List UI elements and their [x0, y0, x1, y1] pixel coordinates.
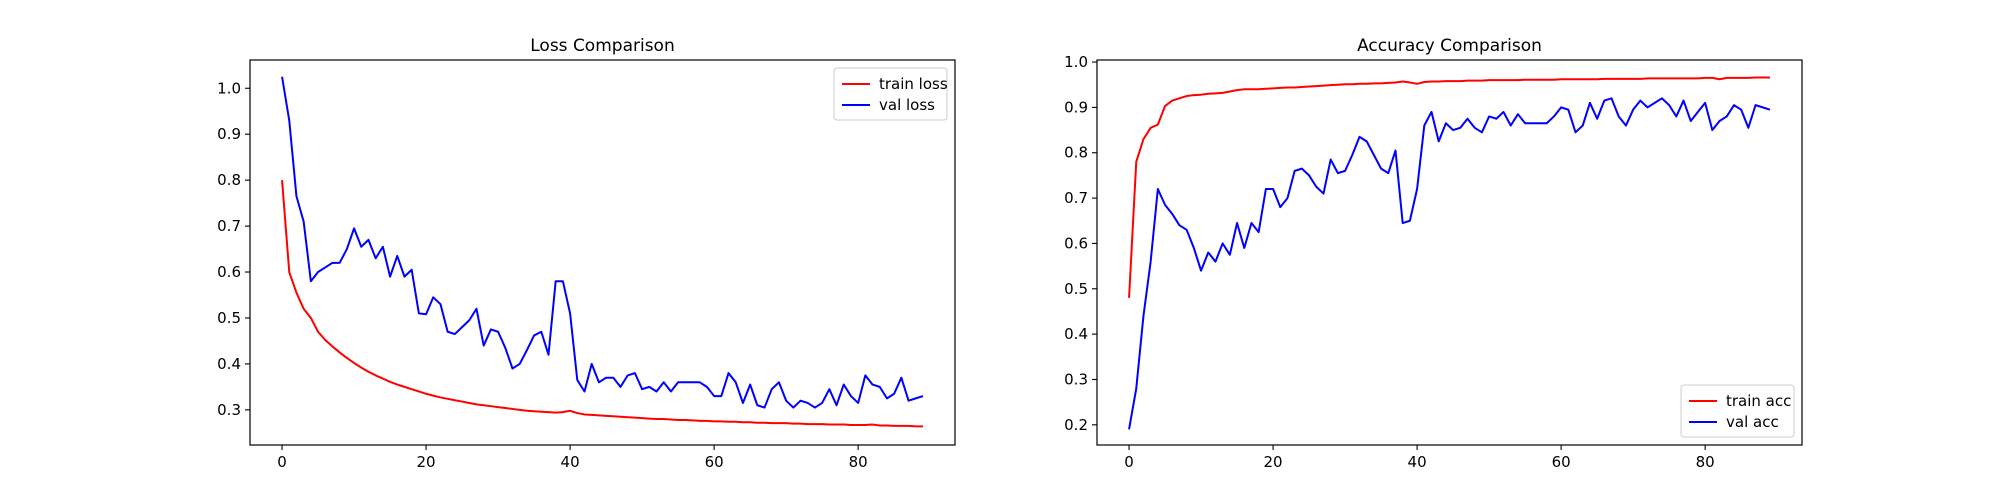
y-tick-label: 0.5 [217, 309, 241, 327]
x-tick-label: 80 [849, 453, 868, 471]
series-line-train-acc [1128, 76, 1770, 298]
legend-label: val acc [1726, 413, 1779, 431]
y-tick-label: 0.7 [1064, 189, 1088, 207]
y-tick-label: 0.3 [1064, 370, 1088, 388]
y-tick-label: 0.4 [1064, 325, 1088, 343]
legend-label: train loss [879, 75, 948, 93]
x-tick-label: 80 [1696, 453, 1715, 471]
chart-panel-2: Accuracy Comparison 0 20 40 60 80 0.2 0.3 0.4 0.5… [1064, 36, 1803, 471]
y-tick-label: 0.8 [1064, 144, 1088, 162]
y-tick-label: 0.8 [217, 171, 241, 189]
y-tick-label: 1.0 [1064, 53, 1088, 71]
x-tick-label: 40 [1408, 453, 1427, 471]
y-tick-label: 0.6 [217, 263, 241, 281]
y-tick-label: 0.4 [217, 355, 241, 373]
x-tick-label: 60 [705, 453, 724, 471]
legend-label: val loss [879, 96, 935, 114]
x-tick-label: 40 [561, 453, 580, 471]
x-tick-label: 60 [1552, 453, 1571, 471]
chart-title: Loss Comparison [530, 36, 674, 56]
y-tick-label: 1.0 [217, 79, 241, 97]
legend-box [833, 67, 948, 121]
legend: train loss val loss [833, 67, 948, 121]
x-tick-label: 20 [1264, 453, 1283, 471]
chart-panel-1: Loss Comparison 0 20 40 60 80 0.3 0.4 0.5 0.6 0.7 0… [217, 36, 956, 471]
axes-frame [1096, 59, 1803, 446]
x-tick-label: 0 [1124, 453, 1134, 471]
x-tick-label: 20 [417, 453, 436, 471]
y-tick-label: 0.9 [217, 125, 241, 143]
legend-box [1680, 384, 1795, 438]
y-tick-label: 0.7 [217, 217, 241, 235]
y-tick-label: 0.6 [1064, 234, 1088, 252]
axes-frame [249, 59, 956, 446]
y-tick-label: 0.3 [217, 401, 241, 419]
y-tick-label: 0.2 [1064, 416, 1088, 434]
y-tick-label: 0.9 [1064, 98, 1088, 116]
series-line-train-loss [281, 180, 923, 428]
chart-title: Accuracy Comparison [1357, 36, 1542, 56]
legend: train acc val acc [1680, 384, 1795, 438]
series-line-val-loss [281, 76, 924, 409]
x-tick-label: 0 [277, 453, 287, 471]
legend-label: train acc [1726, 392, 1791, 410]
series-line-val-acc [1128, 97, 1771, 430]
y-tick-label: 0.5 [1064, 280, 1088, 298]
